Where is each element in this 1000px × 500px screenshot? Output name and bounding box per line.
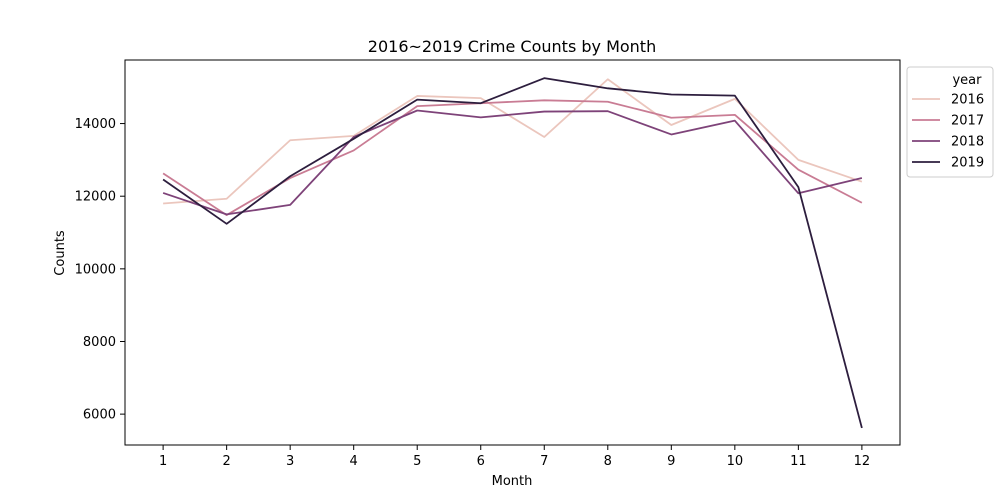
legend-label-2017: 2017 <box>951 114 984 129</box>
legend-label-2016: 2016 <box>951 93 984 108</box>
x-tick-label: 7 <box>540 454 548 469</box>
x-tick-label: 6 <box>477 454 485 469</box>
x-axis-label: Month <box>492 474 533 489</box>
x-tick-label: 12 <box>854 454 871 469</box>
legend-title: year <box>952 73 982 88</box>
series-line-2016 <box>163 78 863 205</box>
series-line-2019 <box>162 77 863 429</box>
plot-area <box>124 59 901 446</box>
x-tick-label: 4 <box>350 454 358 469</box>
plot-frame <box>124 59 901 446</box>
x-tick-label: 2 <box>222 454 230 469</box>
legend-label-2019: 2019 <box>951 156 984 171</box>
x-tick-label: 9 <box>667 454 675 469</box>
x-tick-label: 5 <box>413 454 421 469</box>
legend-label-2018: 2018 <box>951 135 984 150</box>
legend: year 2016 2017 2018 2019 <box>906 66 994 178</box>
y-tick-label: 14000 <box>75 117 116 132</box>
series-layer <box>162 77 863 429</box>
chart-title: 2016~2019 Crime Counts by Month <box>368 37 656 56</box>
x-tick-label: 11 <box>790 454 807 469</box>
y-axis-label: Counts <box>53 230 68 276</box>
y-tick-label: 8000 <box>83 335 116 350</box>
legend-box <box>906 66 994 178</box>
x-tick-label: 10 <box>727 454 744 469</box>
y-tick-label: 12000 <box>75 190 116 205</box>
x-tick-label: 1 <box>159 454 167 469</box>
x-tick-label: 8 <box>604 454 612 469</box>
series-line-2018 <box>162 109 863 216</box>
y-tick-label: 6000 <box>83 408 116 423</box>
x-tick-label: 3 <box>286 454 294 469</box>
x-axis: 1 2 3 4 5 6 7 8 9 10 11 12 <box>159 445 870 469</box>
y-axis: 6000 8000 10000 12000 14000 <box>75 117 125 423</box>
y-tick-label: 10000 <box>75 262 116 277</box>
